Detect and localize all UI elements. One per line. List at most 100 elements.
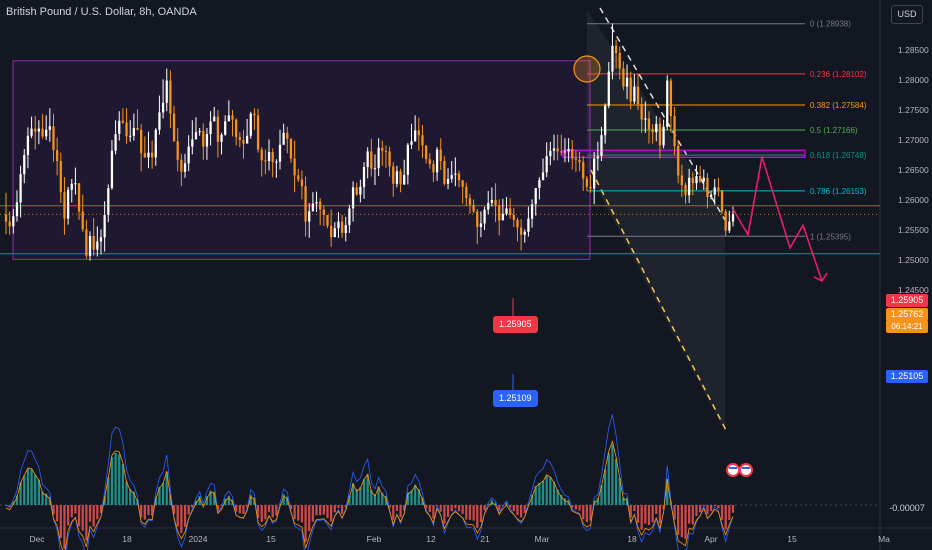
histogram-bar: [34, 474, 37, 505]
candle-body: [81, 211, 84, 230]
histogram-bar: [673, 505, 676, 520]
histogram-bar: [509, 505, 512, 508]
candle-body: [662, 126, 665, 146]
histogram-bar: [45, 493, 48, 505]
histogram-bar: [260, 505, 263, 522]
histogram-bar: [629, 505, 632, 518]
candle-body: [549, 150, 552, 157]
histogram-bar: [110, 457, 114, 505]
candle-body: [417, 130, 420, 136]
candle-body: [640, 104, 643, 120]
candle-body: [297, 175, 300, 180]
histogram-bar: [647, 505, 651, 526]
candle-body: [12, 216, 15, 227]
histogram-bar: [395, 505, 399, 511]
candle-body: [4, 214, 8, 222]
candle-body: [666, 80, 669, 127]
histogram-bar: [340, 505, 344, 514]
histogram-bar: [465, 505, 468, 520]
histogram-bar: [724, 505, 727, 530]
channel-lower-line: [590, 169, 728, 433]
histogram-bar: [238, 505, 241, 514]
candle-body: [249, 113, 252, 136]
candle-body: [260, 149, 263, 161]
axis-tag-support: 1.25105: [886, 370, 928, 383]
candle-body: [359, 186, 362, 195]
histogram-bar: [377, 486, 380, 505]
histogram-bar: [578, 505, 581, 511]
candle-body: [216, 116, 220, 142]
support-bubble: 1.25109: [493, 390, 538, 407]
candle-body: [538, 180, 541, 188]
candle-body: [52, 126, 55, 151]
candle-body: [673, 116, 676, 146]
candle-body: [563, 151, 567, 153]
histogram-bar: [125, 481, 128, 505]
histogram-bar: [99, 505, 103, 513]
histogram-bar: [611, 444, 614, 505]
candle-body: [191, 139, 194, 147]
y-tick-label: 1.25500: [898, 225, 929, 235]
histogram-bar: [169, 494, 172, 505]
histogram-bar: [289, 505, 293, 510]
histogram-bar: [505, 502, 508, 505]
histogram-bar: [406, 492, 409, 505]
histogram-bar: [410, 490, 413, 505]
candle-body: [37, 128, 41, 132]
histogram-bar: [644, 505, 647, 524]
candle-body: [319, 201, 322, 210]
candle-body: [629, 77, 632, 102]
candle-body: [523, 231, 526, 235]
histogram-bar: [41, 491, 44, 505]
candle-body: [414, 130, 417, 142]
histogram-bar: [728, 505, 731, 520]
histogram-bar: [512, 505, 515, 512]
x-tick-label: 15: [787, 534, 797, 544]
fib-label-3: 0.5 (1.27166): [810, 126, 858, 135]
axis-tag-resistance: 1.25905: [886, 294, 928, 307]
histogram-bar: [187, 505, 190, 515]
candle-body: [161, 102, 165, 113]
histogram-bar: [107, 477, 110, 505]
candle-body: [633, 86, 636, 102]
histogram-bar: [556, 489, 559, 505]
histogram-bar: [275, 505, 278, 516]
histogram-bar: [479, 505, 483, 523]
candle-body: [381, 147, 384, 151]
candle-body: [717, 187, 720, 191]
histogram-bar: [366, 474, 369, 505]
candle-body: [26, 135, 30, 155]
top-highlight-circle: [573, 55, 601, 83]
candle-body: [220, 134, 223, 142]
histogram-bar: [713, 505, 716, 507]
candle-body: [150, 152, 154, 158]
candle-body: [245, 135, 249, 144]
histogram-bar: [165, 471, 168, 505]
candle-body: [56, 150, 59, 161]
candle-body: [498, 205, 501, 221]
candle-body: [494, 200, 497, 206]
fib-label-6: 1 (1.25395): [810, 232, 851, 241]
channel-upper-line: [599, 7, 726, 221]
candle-body: [574, 158, 578, 160]
histogram-bar: [552, 481, 556, 505]
candle-body: [59, 161, 62, 193]
histogram-bar: [450, 505, 453, 512]
histogram-bar: [158, 486, 161, 505]
histogram-bar: [534, 486, 537, 505]
candle-body: [362, 167, 366, 187]
candle-body: [501, 213, 504, 221]
histogram-bar: [114, 453, 117, 505]
candle-body: [92, 236, 95, 250]
histogram-bar: [322, 505, 325, 515]
fib-label-5: 0.786 (1.26153): [810, 187, 867, 196]
histogram-bar: [600, 485, 603, 505]
candle-body: [403, 174, 406, 185]
histogram-bar: [304, 505, 307, 542]
currency-button[interactable]: USD: [891, 5, 923, 24]
candle-body: [680, 175, 683, 185]
x-tick-label: Dec: [29, 534, 45, 544]
candle-body: [450, 174, 453, 179]
histogram-bar: [4, 505, 8, 506]
